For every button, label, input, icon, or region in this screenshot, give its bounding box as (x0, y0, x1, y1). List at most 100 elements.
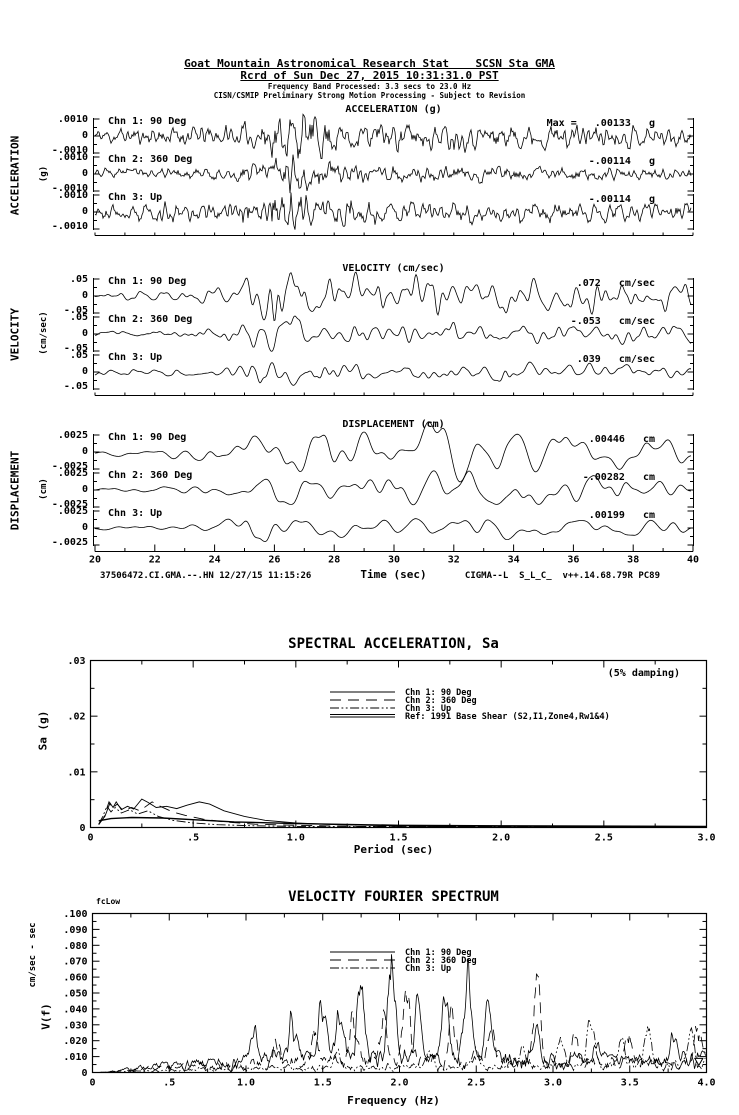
processing-disclaimer: CISN/CSMIP Preliminary Strong Motion Pro… (213, 91, 526, 100)
peak-value-label: .072 cm/sec (576, 278, 655, 289)
svg-text:Chn 2: 360 Deg: Chn 2: 360 Deg (405, 956, 477, 966)
peak-value-label: -.053 cm/sec (570, 316, 655, 327)
ytick-label: -.0010 (51, 221, 88, 232)
channel-label: Chn 1: 90 Deg (108, 276, 187, 287)
svg-text:Ref: 1991 Base Shear (S2,I1,Zo: Ref: 1991 Base Shear (S2,I1,Zone4,Rw1&4) (405, 712, 610, 722)
svg-text:.080: .080 (63, 941, 87, 952)
velocity-section-title: VELOCITY (cm/sec) (342, 263, 445, 274)
svg-text:2.0: 2.0 (492, 833, 510, 844)
svg-text:24: 24 (209, 555, 221, 566)
svg-text:.090: .090 (63, 925, 87, 936)
disp-ch1-panel: .0025 0 -.0025 Chn 1: 90 Deg .00446 cm (28, 421, 695, 483)
ytick-label: .05 (69, 274, 88, 285)
accel-ch1-trace (93, 113, 694, 159)
svg-text:26: 26 (268, 555, 280, 566)
svg-text:.010: .010 (63, 1052, 87, 1063)
ytick-label: .05 (69, 312, 88, 323)
peak-value-label: .00446 cm (588, 434, 655, 445)
svg-text:1.5: 1.5 (389, 833, 407, 844)
svg-text:0: 0 (89, 1078, 95, 1089)
svg-text:v: v (558, 1061, 563, 1070)
channel-label: Chn 3: Up (108, 192, 163, 203)
svg-text:2.5: 2.5 (467, 1078, 485, 1089)
vel-ch1-panel: .05 0 -.05 Chn 1: 90 Deg .072 cm/sec (28, 271, 695, 322)
svg-text:3.5: 3.5 (621, 1078, 639, 1089)
record-date-line: Rcrd of Sun Dec 27, 2015 10:31:31.0 PST (240, 69, 499, 82)
svg-text:.03: .03 (67, 656, 85, 667)
sa-chart: 0 .5 1.0 1.5 2.0 2.5 3.0 .03 .02 .01 0 Chn 1: 90 De… (67, 656, 715, 844)
svg-text:0: 0 (81, 1068, 87, 1079)
accel-ch2-trace (93, 154, 694, 194)
ytick-label: -.0025 (51, 461, 88, 472)
damping-note: (5% damping) (607, 668, 680, 679)
fourier-x-axis-label: Frequency (Hz) (347, 1094, 440, 1107)
svg-text:0: 0 (79, 823, 85, 834)
ytick-label: .0025 (57, 430, 88, 441)
ytick-label: -.0025 (51, 537, 88, 548)
svg-text:.5: .5 (163, 1078, 175, 1089)
svg-text:3.0: 3.0 (697, 833, 715, 844)
ytick-label: -.0010 (51, 183, 88, 194)
accel-ch1-panel: .0010 0 -.0010 Chn 1: 90 Deg Max = .0013… (28, 113, 695, 159)
svg-text:Chn 1: 90 Deg: Chn 1: 90 Deg (405, 688, 472, 698)
ytick-label: 0 (81, 522, 88, 533)
ytick-label: -.0010 (51, 145, 88, 156)
peak-value-label: .039 cm/sec (576, 354, 655, 365)
svg-text:.020: .020 (63, 1036, 87, 1047)
ytick-label: .0010 (57, 114, 88, 125)
channel-label: Chn 2: 360 Deg (108, 314, 193, 325)
vel-ch2-panel: .05 0 -.05 Chn 2: 360 Deg -.053 cm/sec (28, 312, 695, 354)
ytick-label: -.05 (63, 381, 88, 392)
svg-text:1.0: 1.0 (237, 1078, 255, 1089)
svg-text:.050: .050 (63, 989, 87, 1000)
svg-text:36: 36 (567, 555, 579, 566)
ytick-label: -.0025 (51, 499, 88, 510)
svg-text:0: 0 (87, 833, 93, 844)
ytick-label: -.05 (63, 305, 88, 316)
ytick-label: 0 (81, 130, 88, 141)
svg-text:3.0: 3.0 (544, 1078, 562, 1089)
svg-text:Chn 2: 360 Deg: Chn 2: 360 Deg (405, 696, 477, 706)
ytick-label: 0 (81, 484, 88, 495)
peak-value-label: -.00282 cm (582, 472, 655, 483)
accel-ch2-panel: .0010 0 -.0010 Chn 2: 360 Deg -.00114 g (28, 153, 695, 194)
station-title: Goat Mountain Astronomical Research Stat… (184, 57, 555, 70)
record-id-footer: 37506472.CI.GMA.--.HN 12/27/15 11:15:26 (100, 571, 312, 581)
peak-value-label: -.00114 g (588, 156, 655, 167)
ytick-label: .05 (69, 350, 88, 361)
svg-text:.060: .060 (63, 973, 87, 984)
svg-text:.070: .070 (63, 957, 87, 968)
sa-chart-title: SPECTRAL ACCELERATION, Sa (288, 636, 499, 652)
svg-text:.5: .5 (187, 833, 199, 844)
processing-code-footer: CIGMA--L S_L_C_ v++.14.68.79R PC89 (464, 571, 660, 581)
displacement-section-title: DISPLACEMENT (cm) (342, 419, 445, 430)
channel-label: Chn 1: 90 Deg (108, 116, 187, 127)
peak-value-label: -.00114 g (588, 194, 655, 205)
accel-ch3-panel: .0010 0 -.0010 Chn 3: Up -.00114 g (28, 191, 695, 232)
svg-text:Chn 1: 90 Deg: Chn 1: 90 Deg (405, 948, 472, 958)
disp-ch3-panel: .0025 0 -.0025 Chn 3: Up .00199 cm (28, 507, 695, 548)
svg-text:.02: .02 (67, 712, 85, 723)
peak-value-label: Max = .00133 g (546, 118, 655, 129)
svg-text:2.0: 2.0 (390, 1078, 408, 1089)
accel-ch3-trace (93, 192, 694, 230)
vel-ch3-panel: .05 0 -.05 Chn 3: Up .039 cm/sec (28, 350, 695, 392)
acceleration-time-axis (94, 232, 694, 236)
svg-text:.01: .01 (67, 767, 85, 778)
peak-value-label: .00199 cm (588, 510, 655, 521)
acceleration-section-title: ACCELERATION (g) (345, 104, 442, 115)
svg-text:28: 28 (328, 555, 340, 566)
channel-label: Chn 2: 360 Deg (108, 470, 193, 481)
ytick-label: .0025 (57, 468, 88, 479)
vel-ch3-trace (93, 354, 694, 390)
channel-label: Chn 2: 360 Deg (108, 154, 193, 165)
svg-text:1.0: 1.0 (287, 833, 305, 844)
channel-label: Chn 1: 90 Deg (108, 432, 187, 443)
ytick-label: 0 (81, 206, 88, 217)
svg-text:1.5: 1.5 (314, 1078, 332, 1089)
ytick-label: 0 (81, 366, 88, 377)
svg-text:2.5: 2.5 (595, 833, 613, 844)
svg-text:40: 40 (687, 555, 699, 566)
acceleration-side-label: ACCELERATION (8, 135, 22, 216)
